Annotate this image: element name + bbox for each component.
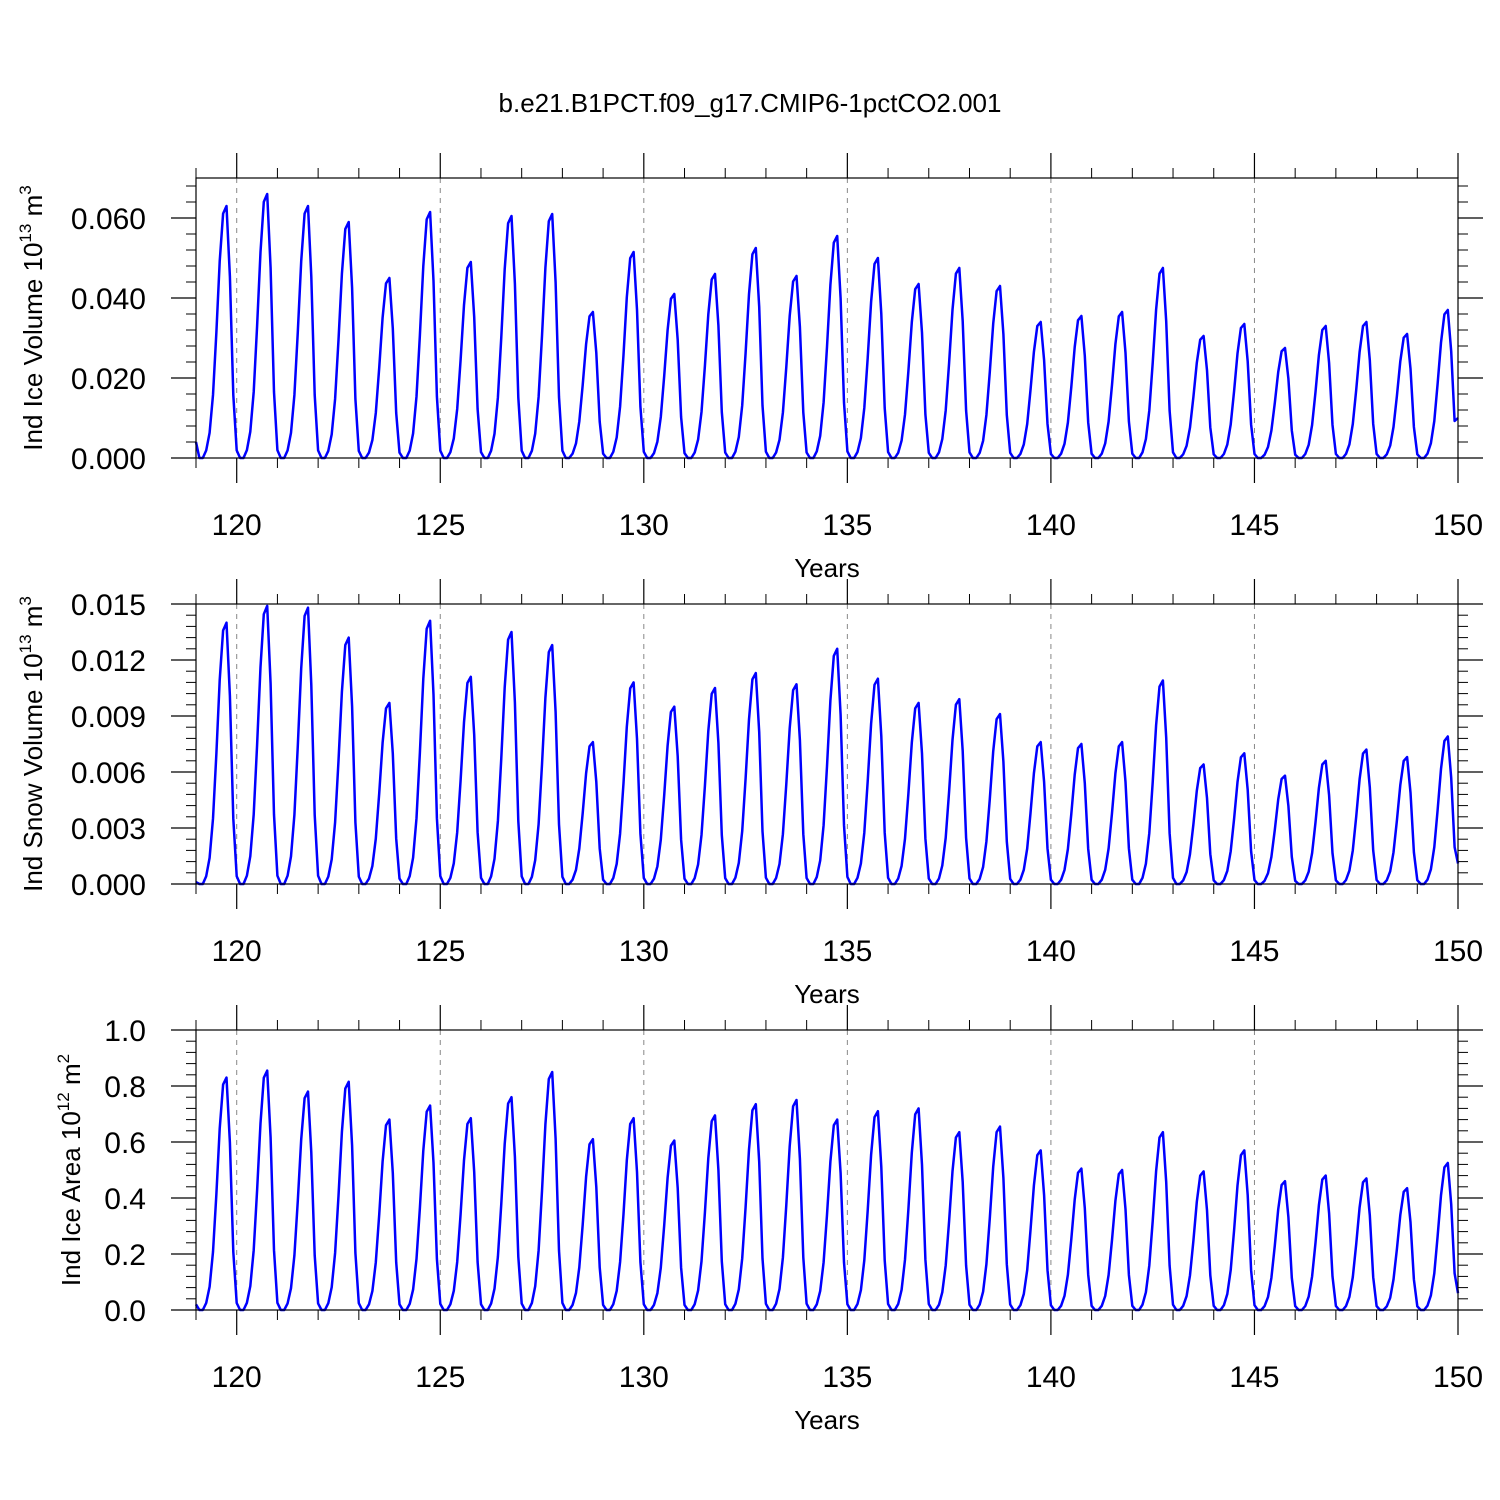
y-tick-label: 0.6 — [104, 1127, 146, 1160]
x-tick-label: 145 — [1229, 935, 1279, 968]
x-tick-label: 135 — [822, 509, 872, 542]
y-axis-label: Ind Ice Area 1012 m2 — [54, 1054, 86, 1286]
y-tick-label: 0.060 — [71, 203, 146, 236]
y-tick-label: 0.012 — [71, 645, 146, 678]
y-axis-label-unit: m — [18, 195, 48, 224]
y-axis-label-main: Ind Ice Area 10 — [56, 1111, 86, 1286]
y-tick-label: 0.000 — [71, 869, 146, 902]
panel-1: 120 125 130 135 140 145 150 Years 0.000 0.020 0.04… — [16, 153, 1483, 583]
x-tick-label: 125 — [415, 1361, 465, 1394]
y-axis-label-unit-exponent: 2 — [54, 1054, 73, 1063]
y-axis-label-exponent: 13 — [16, 634, 35, 653]
y-tick-label: 0.2 — [104, 1239, 146, 1272]
x-tick-label: 140 — [1026, 1361, 1076, 1394]
x-tick-label: 135 — [822, 935, 872, 968]
y-axis-label-unit-exponent: 3 — [16, 596, 35, 605]
y-axis-label-main: Ind Snow Volume 10 — [18, 653, 48, 892]
x-axis-label: Years — [794, 553, 860, 583]
y-tick-label: 1.0 — [104, 1015, 146, 1048]
series-line — [195, 604, 1460, 886]
x-tick-label: 125 — [415, 935, 465, 968]
y-tick-label: 0.006 — [71, 757, 146, 790]
panel-3: 120 125 130 135 140 145 150 Years 0.0 0.2 0.4 0.6 0.… — [54, 1005, 1483, 1435]
y-tick-label: 0.8 — [104, 1071, 146, 1104]
x-tick-label: 140 — [1026, 509, 1076, 542]
y-axis-label: Ind Ice Volume 1013 m3 — [16, 185, 48, 450]
x-axis-label: Years — [794, 979, 860, 1009]
series-line — [194, 192, 1459, 460]
x-tick-label: 150 — [1433, 509, 1483, 542]
x-tick-label: 145 — [1229, 1361, 1279, 1394]
x-tick-label: 120 — [212, 935, 262, 968]
y-tick-label: 0.4 — [104, 1183, 146, 1216]
y-tick-label: 0.015 — [71, 589, 146, 622]
figure-title: b.e21.B1PCT.f09_g17.CMIP6-1pctCO2.001 — [498, 88, 1002, 118]
x-tick-label: 135 — [822, 1361, 872, 1394]
plot-frame — [195, 603, 1459, 885]
y-tick-label: 0.040 — [71, 283, 146, 316]
x-tick-label: 120 — [212, 1361, 262, 1394]
y-tick-label: 0.003 — [71, 813, 146, 846]
plot-frame — [195, 1029, 1459, 1311]
x-tick-label: 130 — [619, 509, 669, 542]
x-tick-label: 130 — [619, 935, 669, 968]
x-tick-label: 150 — [1433, 935, 1483, 968]
x-axis-label: Years — [794, 1405, 860, 1435]
y-tick-label: 0.0 — [104, 1295, 146, 1328]
x-tick-label: 120 — [212, 509, 262, 542]
y-tick-label: 0.009 — [71, 701, 146, 734]
x-tick-label: 130 — [619, 1361, 669, 1394]
y-axis-label: Ind Snow Volume 1013 m3 — [16, 596, 48, 892]
plot-frame — [195, 177, 1459, 459]
y-tick-label: 0.020 — [71, 363, 146, 396]
y-axis-label-unit: m — [56, 1063, 86, 1092]
x-tick-label: 140 — [1026, 935, 1076, 968]
y-axis-label-exponent: 13 — [16, 224, 35, 243]
y-axis-label-main: Ind Ice Volume 10 — [18, 243, 48, 451]
y-axis-label-unit-exponent: 3 — [16, 185, 35, 194]
x-tick-label: 150 — [1433, 1361, 1483, 1394]
x-tick-label: 125 — [415, 509, 465, 542]
y-axis-label-unit: m — [18, 606, 48, 635]
panel-2: 120 125 130 135 140 145 150 Years 0.000 0.003 0.00… — [16, 579, 1483, 1009]
series-line — [194, 1069, 1460, 1312]
x-tick-label: 145 — [1229, 509, 1279, 542]
y-tick-label: 0.000 — [71, 443, 146, 476]
y-axis-label-exponent: 12 — [54, 1092, 73, 1111]
